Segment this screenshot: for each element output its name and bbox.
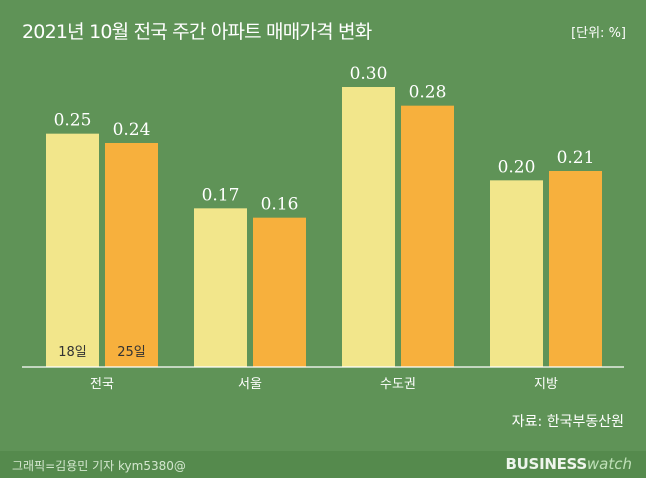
bar-0-0 (46, 133, 99, 367)
bars-layer (46, 87, 602, 368)
value-label-1-1: 0.16 (261, 195, 299, 215)
bar-3-0 (490, 180, 543, 367)
category-label-1: 서울 (238, 377, 262, 392)
bar-2-0 (342, 87, 395, 367)
footer-bar: 그래픽=김용민 기자 kym5380@ BUSINESSwatch (0, 451, 646, 478)
brand-logo-part1: BUSINESS (505, 455, 588, 473)
value-label-2-1: 0.28 (409, 83, 447, 103)
brand-logo-part2: watch (586, 455, 632, 473)
value-label-1-0: 0.17 (202, 185, 240, 205)
bar-3-1 (549, 171, 602, 367)
credit-text: 그래픽=김용민 기자 kym5380@ (12, 459, 186, 473)
category-label-2: 수도권 (380, 377, 416, 392)
source-note: 자료: 한국부동산원 (511, 414, 624, 430)
value-label-2-0: 0.30 (350, 64, 388, 84)
bar-2-1 (401, 105, 454, 368)
chart-title: 2021년 10월 전국 주간 아파트 매매가격 변화 (22, 21, 372, 43)
legend-label-0: 18일 (58, 345, 87, 360)
legend-label-1: 25일 (117, 345, 146, 360)
value-label-3-0: 0.20 (498, 157, 536, 177)
value-label-0-1: 0.24 (113, 120, 151, 140)
category-label-0: 전국 (90, 377, 114, 392)
value-label-0-0: 0.25 (54, 111, 92, 131)
category-label-3: 지방 (534, 377, 558, 392)
value-label-3-1: 0.21 (557, 148, 595, 168)
bar-1-0 (194, 208, 247, 367)
bar-0-1 (105, 143, 158, 367)
unit-label: [단위: %] (571, 26, 626, 41)
brand-logo: BUSINESSwatch (506, 455, 632, 473)
bar-1-1 (253, 217, 306, 367)
